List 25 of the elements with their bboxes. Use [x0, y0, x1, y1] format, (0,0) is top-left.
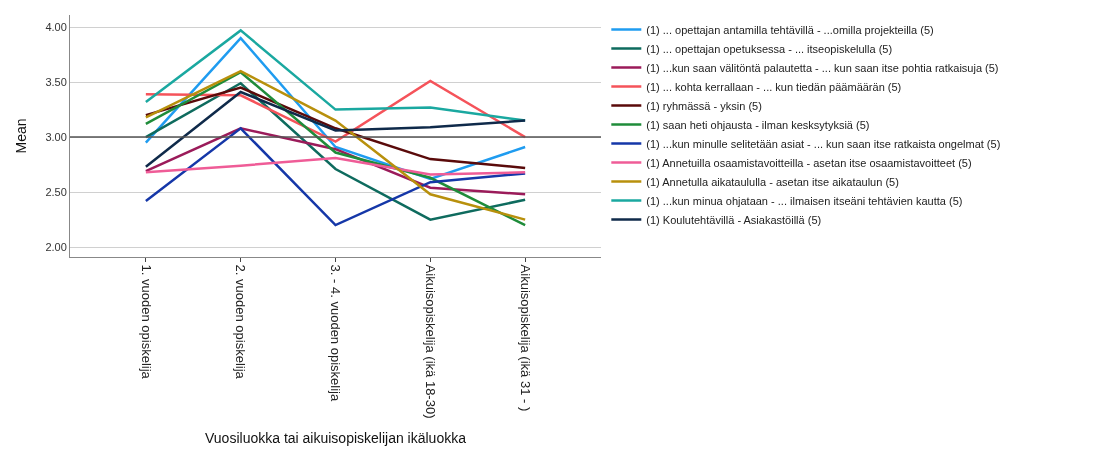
- x-tick-label: 3. - 4. vuoden opiskelija: [328, 264, 344, 402]
- line-series: [144, 156, 527, 176]
- y-tick-label: 3.50: [45, 75, 67, 88]
- line-series: [144, 127, 527, 227]
- legend-label: (1) ... kohta kerrallaan - ... kun tiedän päämäärän (5): [646, 80, 902, 93]
- legend-label: (1) ...kun minua ohjataan - ... ilmaisen itseäni tehtävien kautta (5): [646, 194, 963, 207]
- legend-label: (1) ...kun saan välitöntä palautetta - ... kun saan itse pohtia ratkaisuja (5): [646, 61, 999, 74]
- legend-label: (1) ... opettajan antamilla tehtävillä - ...omilla projekteilla (5): [646, 23, 934, 36]
- x-tick-label: 1. vuoden opiskelija: [138, 264, 154, 380]
- y-axis-title: Mean: [12, 118, 29, 154]
- y-tick-label: 3.00: [45, 130, 67, 143]
- y-tick-label: 2.50: [45, 185, 67, 198]
- legend-label: (1) ...kun minulle selitetään asiat - ... kun saan itse ratkaista ongelmat (5): [646, 137, 1001, 150]
- legend-label: (1) ... opettajan opetuksessa - ... itseopiskelulla (5): [646, 42, 893, 55]
- x-tick-label: Aikuisopiskelija (ikä 31 - ): [517, 264, 533, 412]
- legend-label: (1) Koulutehtävillä - Asiakastöillä (5): [646, 213, 822, 226]
- legend-label: (1) saan heti ohjausta - ilman kesksytyksiä (5): [646, 118, 870, 131]
- legend-label: (1) ryhmässä - yksin (5): [646, 99, 762, 112]
- x-axis-title: Vuosiluokka tai aikuisopiskelijan ikäluokka: [205, 429, 467, 446]
- x-tick-label: Aikuisopiskelija (ikä 18-30): [423, 264, 439, 419]
- y-tick-label: 4.00: [45, 20, 67, 33]
- x-tick-label: 2. vuoden opiskelija: [233, 264, 249, 380]
- legend-label: (1) Annetuilla osaamistavoitteilla - asetan itse osaamistavoitteet (5): [646, 156, 972, 169]
- y-tick-label: 2.00: [45, 240, 67, 253]
- legend-label: (1) Annetulla aikataululla - asetan itse aikataulun (5): [646, 175, 899, 188]
